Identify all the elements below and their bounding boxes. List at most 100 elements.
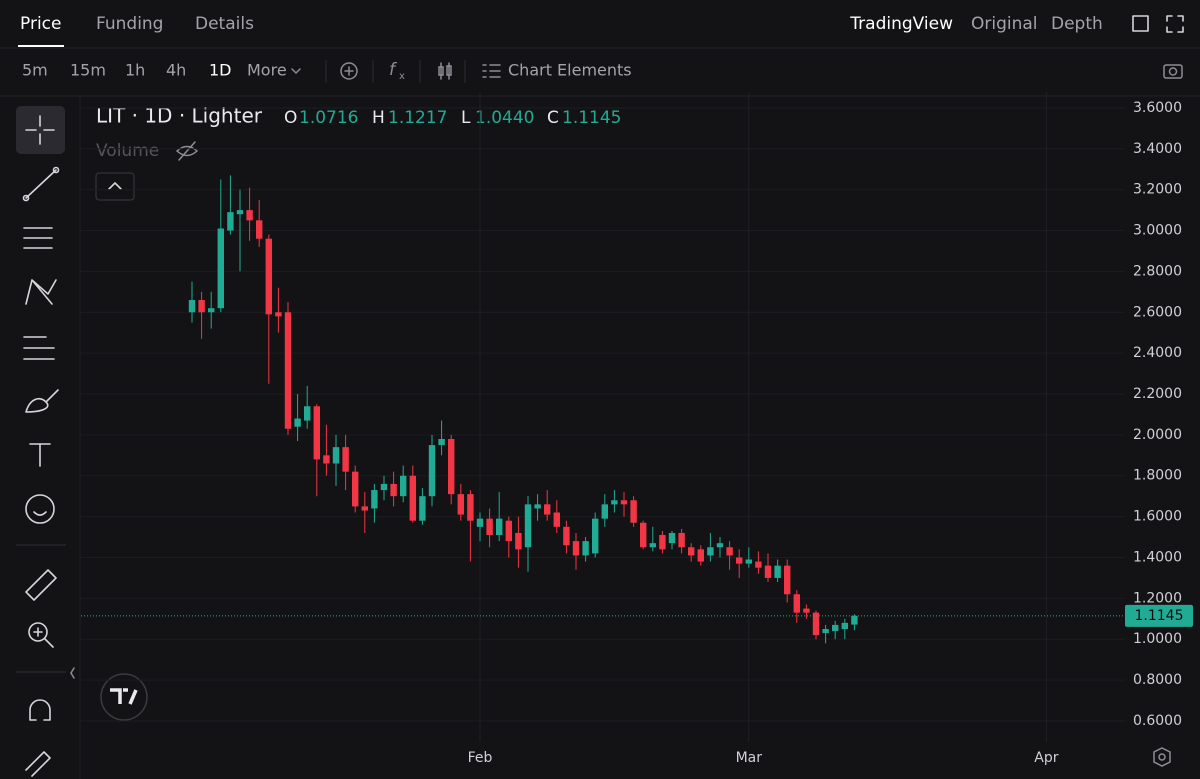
settings-icon[interactable] xyxy=(1153,747,1171,767)
view-original[interactable]: Original xyxy=(971,14,1038,34)
candle-body xyxy=(726,547,733,556)
candle-body xyxy=(784,565,791,595)
trendline-dot xyxy=(52,166,60,174)
y-tick-label: 2.8000 xyxy=(1133,263,1182,279)
candle-type-body xyxy=(446,65,452,76)
compare-plus xyxy=(344,66,354,76)
view-depth[interactable]: Depth xyxy=(1051,14,1103,34)
candle-body xyxy=(668,532,676,544)
y-tick-label: 1.2000 xyxy=(1133,590,1182,606)
x-tick-label: Apr xyxy=(1034,750,1058,766)
candle-body xyxy=(649,543,656,548)
candle-body xyxy=(524,504,532,548)
tv-logo[interactable] xyxy=(100,673,148,721)
more-menu[interactable]: More xyxy=(247,61,287,80)
candle-body xyxy=(323,455,330,464)
ohlc-value: 1.1145 xyxy=(562,108,621,128)
emoji-tool[interactable] xyxy=(25,494,55,524)
window-icon[interactable] xyxy=(1132,15,1149,32)
candle-body xyxy=(515,532,522,550)
candle-body xyxy=(198,300,205,313)
volume-label: Volume xyxy=(96,141,159,161)
ohlc-value: 1.0716 xyxy=(299,108,358,128)
trendline-dot xyxy=(22,194,30,202)
interval-4h[interactable]: 4h xyxy=(166,61,186,80)
candle-body xyxy=(697,549,704,562)
magnet-tool[interactable] xyxy=(29,699,51,721)
y-tick-label: 3.0000 xyxy=(1133,223,1182,239)
interval-1d[interactable]: 1D xyxy=(209,61,232,80)
fib-tool[interactable] xyxy=(23,227,53,249)
tab-details[interactable]: Details xyxy=(195,14,254,34)
y-tick-label: 2.4000 xyxy=(1133,345,1182,361)
candle-body xyxy=(611,500,618,505)
y-tick-label: 1.8000 xyxy=(1133,468,1182,484)
tab-price[interactable]: Price xyxy=(20,14,61,34)
candle-body xyxy=(294,418,301,427)
collapse-toolbar[interactable] xyxy=(70,667,75,679)
candle-body xyxy=(553,512,560,527)
projection-tool[interactable] xyxy=(23,336,55,360)
indicators-icon-sub: x xyxy=(399,71,405,82)
interval-1h[interactable]: 1h xyxy=(125,61,145,80)
candle-body xyxy=(428,445,436,497)
candle-body xyxy=(409,475,416,521)
y-tick-label: 3.6000 xyxy=(1133,100,1182,116)
tab-funding[interactable]: Funding xyxy=(96,14,163,34)
candle-body xyxy=(620,500,628,505)
symbol-title: LIT · 1D · Lighter xyxy=(96,104,263,128)
emoji-smile xyxy=(33,511,47,516)
y-tick-label: 3.4000 xyxy=(1133,141,1182,157)
candle-body xyxy=(476,518,484,527)
x-tick-label: Mar xyxy=(736,750,763,766)
candle-body xyxy=(601,504,608,519)
text-tool[interactable] xyxy=(29,443,51,467)
chart-elements-icon[interactable] xyxy=(482,64,501,78)
camera-icon[interactable] xyxy=(1163,64,1183,79)
collapse-legend[interactable] xyxy=(95,172,135,201)
indicators-icon[interactable]: f xyxy=(389,60,398,80)
caret xyxy=(291,68,301,75)
compare-icon[interactable] xyxy=(340,62,358,80)
tv-logo-mark xyxy=(110,688,138,705)
candle-body xyxy=(188,300,196,313)
ohlc-label: H xyxy=(372,108,385,128)
candle-body xyxy=(736,557,743,564)
y-tick-label: 0.6000 xyxy=(1133,713,1182,729)
hide-volume-icon[interactable] xyxy=(175,141,199,161)
candle-body xyxy=(313,406,320,460)
candle-body xyxy=(563,526,570,546)
ohlc-label: C xyxy=(547,108,559,128)
ohlc-label: O xyxy=(284,108,297,128)
brush-tool[interactable] xyxy=(25,389,59,413)
candle-body xyxy=(332,447,340,464)
candle-body xyxy=(678,532,685,548)
y-tick-label: 3.2000 xyxy=(1133,182,1182,198)
candle-body xyxy=(832,624,839,632)
chart-elements[interactable]: Chart Elements xyxy=(508,61,632,80)
candle-body xyxy=(217,228,224,309)
candle-body xyxy=(448,438,455,495)
view-tradingview[interactable]: TradingView xyxy=(849,14,953,34)
ruler-tool[interactable] xyxy=(25,569,57,601)
candle-body xyxy=(812,612,820,636)
pencil-tool[interactable] xyxy=(25,751,51,777)
interval-15m[interactable]: 15m xyxy=(70,61,106,80)
candle-body xyxy=(544,504,551,515)
fullscreen-icon[interactable] xyxy=(1166,15,1184,33)
zoom-tool-plus xyxy=(33,627,54,648)
zoom-tool[interactable] xyxy=(28,622,48,642)
candle-body xyxy=(496,518,503,536)
ohlc-value: 1.0440 xyxy=(475,108,534,128)
candle-body xyxy=(419,496,426,521)
crosshair-tool[interactable] xyxy=(25,115,55,145)
pattern-tool[interactable] xyxy=(25,279,57,305)
candle-body xyxy=(707,547,714,556)
interval-5m[interactable]: 5m xyxy=(22,61,48,80)
candle-body xyxy=(851,615,858,625)
candle-body xyxy=(774,565,781,578)
candle-body xyxy=(486,518,493,536)
trendline-tool[interactable] xyxy=(25,169,57,199)
